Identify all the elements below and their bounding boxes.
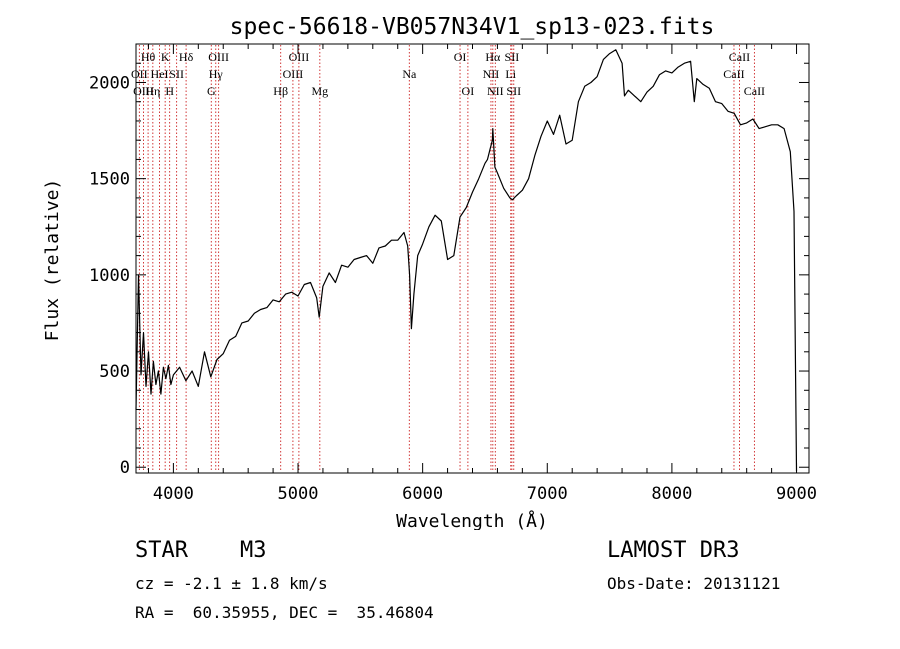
line-label-10: Hγ [209, 67, 224, 81]
line-label-12: Hβ [273, 84, 288, 98]
line-label-24: SII [506, 84, 521, 98]
line-label-7: SII [169, 67, 184, 81]
line-label-22: Li [505, 67, 516, 81]
x-tick-label-2: 6000 [402, 484, 443, 504]
line-label-1: OIII [133, 84, 154, 98]
y-tick-label-3: 1500 [89, 170, 130, 190]
axes: 4000 5000 6000 7000 8000 9000 0 500 1000 1500 2000 [89, 44, 817, 504]
line-label-27: CaII [744, 84, 765, 98]
line-label-2: Hθ [141, 50, 156, 64]
line-label-21: NII [487, 84, 504, 98]
observation-date: Obs-Date: 20131121 [607, 574, 781, 593]
y-tick-label-2: 1000 [89, 266, 130, 286]
plot-frame [135, 43, 810, 474]
line-label-26: CaII [729, 50, 750, 64]
redshift-cz: cz = -2.1 ± 1.8 km/s [135, 574, 328, 593]
spectrum-chart: spec-56618-VB057N34V1_sp13-023.fits OIIO… [42, 14, 817, 530]
line-label-18: OI [462, 84, 475, 98]
x-axis-label: Wavelength (Å) [396, 510, 548, 530]
object-subclass: M3 [240, 538, 267, 563]
line-label-11: OIII [208, 50, 229, 64]
line-label-0: OII [131, 67, 148, 81]
y-tick-label-0: 0 [120, 458, 130, 478]
ra-dec-coords: RA = 60.35955, DEC = 35.46804 [135, 603, 434, 622]
y-axis-label: Flux (relative) [42, 179, 63, 342]
x-tick-label-3: 7000 [527, 484, 568, 504]
y-tick-label-1: 500 [99, 362, 130, 382]
line-label-8: Hδ [179, 50, 194, 64]
line-label-20: Hα [485, 50, 501, 64]
series-layer [135, 49, 798, 472]
line-label-13: OIII [283, 67, 304, 81]
line-markers [138, 45, 755, 472]
line-label-6: H [165, 84, 174, 98]
line-label-3: Hη [145, 84, 160, 98]
chart-title: spec-56618-VB057N34V1_sp13-023.fits [230, 14, 715, 40]
x-tick-label-4: 8000 [651, 484, 692, 504]
line-label-23: SII [505, 50, 520, 64]
line-labels: OII OIII Hθ Hη HeI K H SII Hδ G Hγ OIII Hβ OIII OIII Mg… [131, 50, 765, 98]
series-line-0 [135, 49, 798, 472]
x-tick-label-5: 9000 [776, 484, 817, 504]
line-label-25: CaII [723, 67, 744, 81]
survey-name: LAMOST DR3 [607, 538, 740, 563]
line-label-16: Na [402, 67, 417, 81]
y-tick-label-4: 2000 [89, 73, 130, 93]
line-label-15: Mg [311, 84, 328, 98]
object-class: STAR [135, 538, 188, 563]
line-label-19: NII [483, 67, 500, 81]
x-tick-label-0: 4000 [153, 484, 194, 504]
line-label-14: OIII [289, 50, 310, 64]
line-label-17: OI [454, 50, 467, 64]
line-label-5: K [161, 50, 170, 64]
line-label-9: G [207, 84, 216, 98]
line-label-4: HeI [151, 67, 169, 81]
x-tick-label-1: 5000 [278, 484, 319, 504]
